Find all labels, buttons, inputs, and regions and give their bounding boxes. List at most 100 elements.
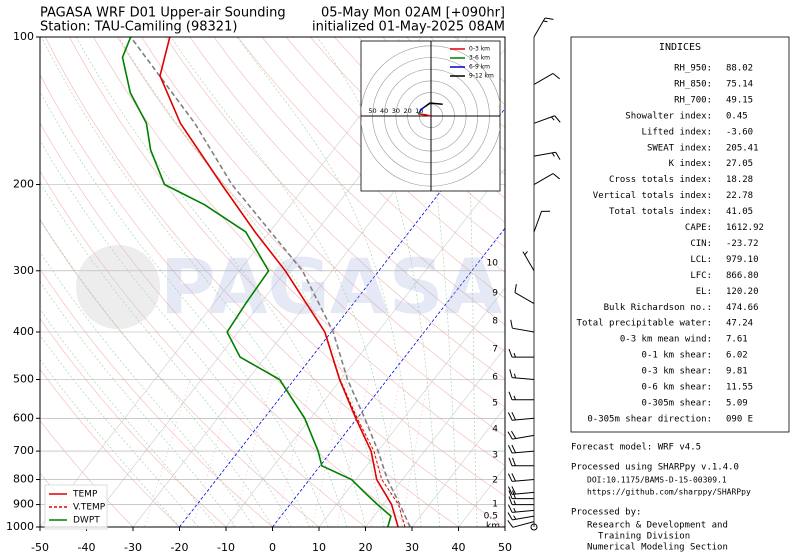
- x-tick-label: 20: [359, 541, 373, 554]
- mixing-ratio-line: [232, 379, 273, 527]
- wind-barb: [533, 17, 554, 38]
- station: Station: TAU-Camiling (98321): [40, 20, 237, 35]
- hodograph-content: 50 40 30 20 10: [361, 41, 500, 191]
- hodo-ring-label: 50: [368, 107, 376, 115]
- y-tick-label: 400: [13, 325, 34, 338]
- hodo-ring-label: 10: [415, 107, 423, 115]
- footer-processed: Processed using SHARPpy v.1.4.0: [571, 463, 739, 473]
- dry-adiabat: [40, 122, 413, 527]
- wind-barb: [522, 251, 535, 272]
- isotherm: [225, 167, 505, 527]
- y-tick-label: 700: [13, 444, 34, 457]
- footer-doi: DOI:10.1175/BAMS-D-15-00309.1: [587, 476, 727, 485]
- index-label: Showalter index:: [625, 111, 712, 121]
- moist-adiabat: [40, 251, 255, 527]
- wind-barb: [507, 430, 535, 440]
- index-value: 27.05: [726, 159, 753, 169]
- index-value: 474.66: [726, 303, 759, 313]
- index-label: LCL:: [690, 255, 712, 265]
- dry-adiabat: [213, 37, 505, 326]
- index-label: 0-305m shear:: [642, 398, 712, 408]
- height-label: 0.5: [484, 512, 498, 522]
- legend: TEMP V.TEMP DWPT: [44, 484, 108, 530]
- valid-time: 05-May Mon 02AM [+090hr]: [321, 6, 505, 21]
- height-label: 3: [492, 451, 498, 461]
- dry-adiabat: [189, 37, 505, 353]
- dry-adiabat: [40, 170, 366, 527]
- watermark: PAGASA: [160, 242, 502, 331]
- index-value: 47.24: [726, 319, 753, 329]
- index-value: 49.15: [726, 95, 753, 105]
- index-label: LFC:: [690, 271, 712, 281]
- mixing-ratio-line: [311, 379, 347, 527]
- dry-adiabat: [117, 37, 505, 437]
- moist-adiabat: [236, 37, 422, 527]
- wind-barb: [507, 512, 535, 521]
- index-value: 7.61: [726, 335, 748, 345]
- x-tick-label: -10: [217, 541, 235, 554]
- wind-barb: [514, 284, 535, 305]
- wind-barb: [507, 504, 535, 513]
- mixing-ratio-line: [400, 379, 429, 527]
- x-tick-label: 50: [498, 541, 512, 554]
- x-tick-label: 30: [405, 541, 419, 554]
- index-label: CIN:: [690, 239, 712, 249]
- footer-url: https://github.com/sharppy/SHARPpy: [587, 488, 751, 497]
- hodo-legend-label: 9-12 km: [469, 73, 494, 80]
- y-tick-label: 200: [13, 178, 34, 191]
- moist-adiabat: [397, 37, 459, 527]
- hodo-ring-label: 20: [403, 107, 411, 115]
- index-label: RH_950:: [674, 64, 712, 74]
- legend-label: V.TEMP: [73, 503, 106, 513]
- footer-org: Research & Development and: [587, 521, 728, 531]
- index-value: -23.72: [726, 239, 759, 249]
- index-value: 120.20: [726, 287, 759, 297]
- dry-adiabat: [40, 73, 460, 527]
- isotherm: [86, 37, 469, 527]
- profile-line: [159, 37, 406, 527]
- dry-adiabat: [40, 420, 134, 527]
- index-value: 205.41: [726, 143, 759, 153]
- legend-label: DWPT: [73, 516, 100, 526]
- hodo-legend-label: 3-6 km: [469, 55, 490, 62]
- hodo-line: [417, 112, 432, 117]
- index-label: 0-305m shear direction:: [587, 414, 712, 424]
- index-value: 18.28: [726, 175, 753, 185]
- profile-line: [121, 37, 392, 527]
- indices-title: INDICES: [659, 42, 701, 53]
- moist-adiabat: [40, 181, 292, 527]
- x-tick-label: -40: [78, 541, 96, 554]
- watermark-logo: [76, 245, 160, 329]
- index-label: K index:: [669, 159, 712, 169]
- height-label: 6: [492, 372, 498, 382]
- wind-barb: [507, 411, 535, 421]
- index-value: 979.10: [726, 255, 759, 265]
- wind-barb: [509, 369, 535, 380]
- y-tick-label: 300: [13, 264, 34, 277]
- index-value: 22.78: [726, 191, 753, 201]
- indices-box: [570, 36, 790, 433]
- moist-adiabat: [75, 37, 366, 527]
- height-label: 9: [492, 288, 498, 298]
- index-value: 75.14: [726, 79, 753, 89]
- dry-adiabat: [45, 37, 505, 527]
- index-value: 5.09: [726, 398, 748, 408]
- dry-adiabat: [141, 37, 505, 408]
- mixing-ratio-line: [275, 379, 313, 527]
- hodo-line: [418, 105, 426, 113]
- height-label: 4: [492, 425, 498, 435]
- index-label: 0-3 km shear:: [642, 367, 712, 377]
- y-tick-label: 900: [13, 498, 34, 511]
- wind-barb: [533, 73, 560, 85]
- height-label: 7: [492, 344, 498, 354]
- wind-barbs: [507, 17, 561, 531]
- wind-barb: [508, 496, 534, 506]
- footer-org: Training Division: [598, 532, 690, 542]
- index-label: RH_850:: [674, 79, 712, 89]
- wind-barb: [507, 520, 535, 528]
- index-label: CAPE:: [685, 223, 712, 233]
- x-tick-label: -20: [171, 541, 189, 554]
- height-label: 8: [492, 317, 498, 327]
- isotherm: [318, 287, 505, 527]
- hodo-line: [417, 111, 420, 115]
